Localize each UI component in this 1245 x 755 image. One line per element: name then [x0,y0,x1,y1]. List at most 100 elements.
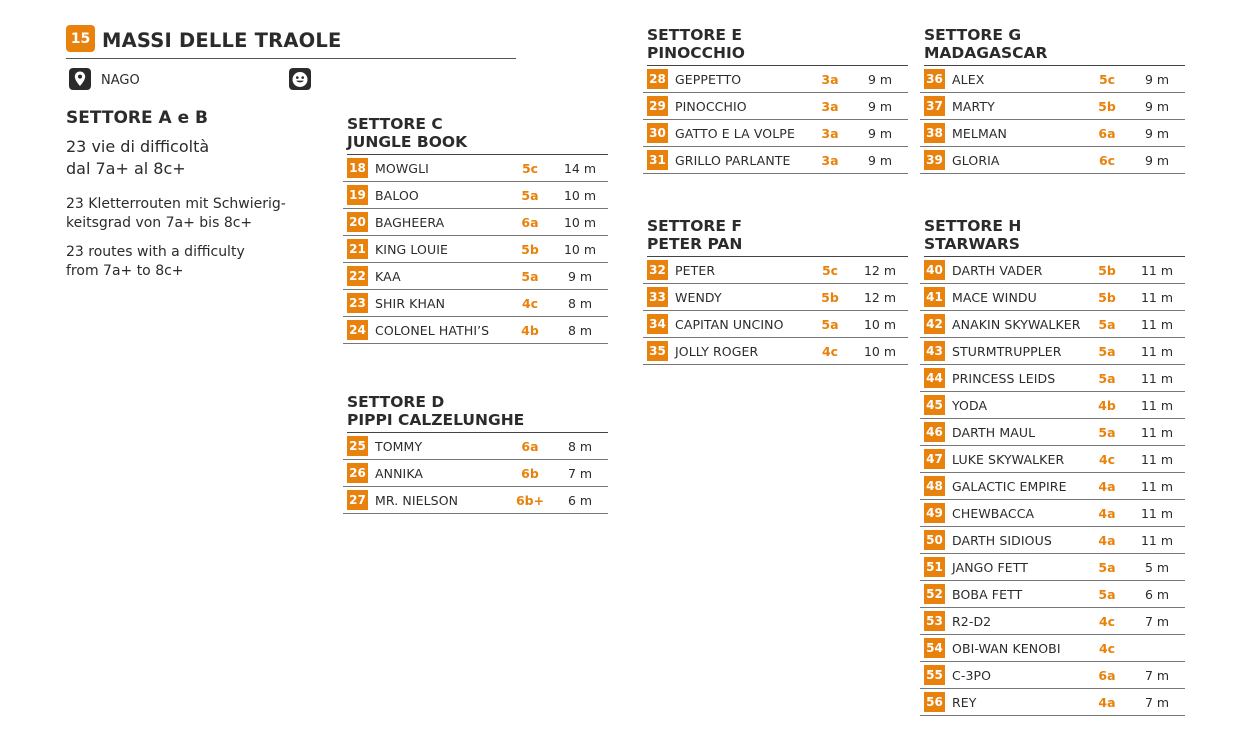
route-name: GLORIA [952,152,1000,168]
intro-german-line1: 23 Kletterrouten mit Schwierig- [66,196,286,212]
route-row: 25 TOMMY 6a 8 m [343,433,608,460]
route-length: 11 m [1140,343,1174,359]
route-grade: 4b [521,322,539,338]
route-row: 18 MOWGLI 5c 14 m [343,155,608,182]
route-grade: 4b [1098,397,1116,413]
route-length: 11 m [1140,289,1174,305]
route-name: REY [952,694,977,710]
sector-title-line2: STARWARS [924,235,1020,253]
route-name: ANNIKA [375,465,424,481]
route-length: 5 m [1144,559,1170,575]
sector-title-line1: SETTORE C [347,115,443,133]
route-number-badge: 56 [924,692,945,712]
area-number-badge: 15 [66,25,95,52]
route-row: 49 CHEWBACCA 4a 11 m [920,500,1185,527]
sector-f: SETTORE F PETER PAN 32 PETER 5c 12 m 33 WENDY… [643,217,908,365]
route-length: 10 m [563,214,597,230]
route-row: 35 JOLLY ROGER 4c 10 m [643,338,908,365]
intro-english-line1: 23 routes with a difficulty [66,244,245,260]
route-length: 6 m [1144,586,1170,602]
route-grade: 6c [1098,152,1116,168]
sector-ab-title: SETTORE A e B [66,108,208,128]
intro-italian-line2: dal 7a+ al 8c+ [66,159,186,178]
route-length: 8 m [567,295,593,311]
route-grade: 5a [1098,370,1116,386]
route-name: MELMAN [952,125,1007,141]
route-grade: 3a [821,71,839,87]
route-grade: 4c [821,343,839,359]
intro-english-line2: from 7a+ to 8c+ [66,263,184,279]
route-length: 9 m [867,71,893,87]
route-row: 37 MARTY 5b 9 m [920,93,1185,120]
sector-title-line2: PINOCCHIO [647,44,745,62]
sector-g: SETTORE G MADAGASCAR 36 ALEX 5c 9 m 37 MARTY 5… [920,26,1185,174]
route-grade: 5a [1098,586,1116,602]
route-name: YODA [952,397,988,413]
route-grade: 5c [521,160,539,176]
route-name: ANAKIN SKYWALKER [952,316,1081,332]
route-name: KAA [375,268,401,284]
route-name: GALACTIC EMPIRE [952,478,1067,494]
route-length: 9 m [1144,71,1170,87]
sector-title-line1: SETTORE E [647,26,742,44]
title-divider [66,58,516,59]
route-number-badge: 52 [924,584,945,604]
sector-title: SETTORE E PINOCCHIO [647,26,908,66]
route-grade: 5b [1098,289,1116,305]
route-list: 32 PETER 5c 12 m 33 WENDY 5b 12 m 34 CAPITAN UNCI… [643,257,908,365]
route-row: 44 PRINCESS LEIDS 5a 11 m [920,365,1185,392]
route-row: 48 GALACTIC EMPIRE 4a 11 m [920,473,1185,500]
route-row: 30 GATTO E LA VOLPE 3a 9 m [643,120,908,147]
route-number-badge: 51 [924,557,945,577]
route-number-badge: 43 [924,341,945,361]
route-number-badge: 18 [347,158,368,178]
route-name: BOBA FETT [952,586,1023,602]
route-name: WENDY [675,289,722,305]
route-row: 56 REY 4a 7 m [920,689,1185,716]
smiley-icon [288,67,312,91]
route-length: 9 m [867,152,893,168]
route-grade: 4c [521,295,539,311]
route-length: 9 m [1144,152,1170,168]
route-grade: 6b [521,465,539,481]
sector-d: SETTORE D PIPPI CALZELUNGHE 25 TOMMY 6a 8 m… [343,393,608,514]
route-grade: 4c [1098,640,1116,656]
route-grade: 4a [1098,505,1116,521]
route-name: C-3PO [952,667,992,683]
route-grade: 5a [521,268,539,284]
route-grade: 5b [521,241,539,257]
route-row: 43 STURMTRUPPLER 5a 11 m [920,338,1185,365]
route-number-badge: 35 [647,341,668,361]
route-grade: 5a [521,187,539,203]
route-length: 11 m [1140,451,1174,467]
route-grade: 3a [821,152,839,168]
route-name: PETER [675,262,716,278]
route-name: DARTH VADER [952,262,1043,278]
route-row: 24 COLONEL HATHI’S 4b 8 m [343,317,608,344]
route-row: 38 MELMAN 6a 9 m [920,120,1185,147]
route-length: 11 m [1140,262,1174,278]
sector-title-line1: SETTORE F [647,217,742,235]
route-row: 36 ALEX 5c 9 m [920,66,1185,93]
route-row: 51 JANGO FETT 5a 5 m [920,554,1185,581]
route-grade: 3a [821,98,839,114]
route-list: 40 DARTH VADER 5b 11 m 41 MACE WINDU 5b 11 m 42 A… [920,257,1185,716]
route-grade: 5a [1098,559,1116,575]
route-grade: 4a [1098,478,1116,494]
sector-e: SETTORE E PINOCCHIO 28 GEPPETTO 3a 9 m 29 PIN… [643,26,908,174]
route-row: 26 ANNIKA 6b 7 m [343,460,608,487]
route-length: 11 m [1140,370,1174,386]
sector-title: SETTORE G MADAGASCAR [924,26,1185,66]
route-length: 14 m [563,160,597,176]
route-name: DARTH MAUL [952,424,1036,440]
route-name: ALEX [952,71,985,87]
route-length: 10 m [563,187,597,203]
route-row: 20 BAGHEERA 6a 10 m [343,209,608,236]
sector-title-line1: SETTORE H [924,217,1022,235]
route-number-badge: 36 [924,69,945,89]
route-number-badge: 21 [347,239,368,259]
route-number-badge: 27 [347,490,368,510]
route-length: 12 m [863,262,897,278]
route-row: 39 GLORIA 6c 9 m [920,147,1185,174]
route-name: MR. NIELSON [375,492,459,508]
